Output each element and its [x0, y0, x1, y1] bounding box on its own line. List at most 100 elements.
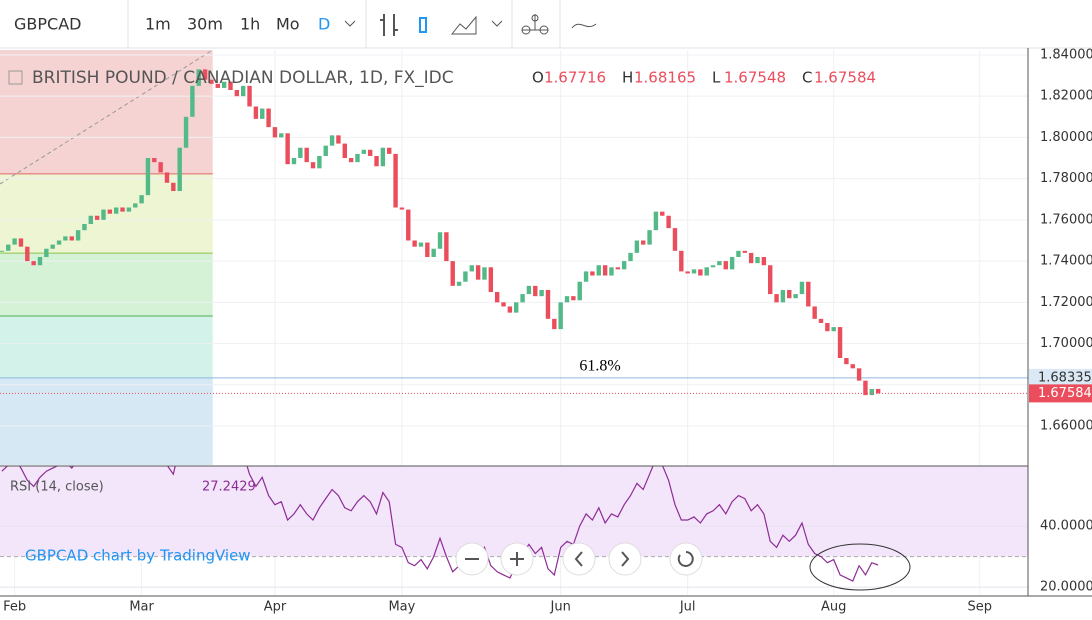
- dropdown[interactable]: [491, 20, 503, 27]
- icon-part: [521, 25, 531, 35]
- y-tick-label: 1.82000: [1040, 89, 1092, 104]
- rsi-label: RSI (14, close): [10, 480, 104, 495]
- candle: [323, 145, 328, 156]
- interval[interactable]: Mo: [276, 15, 300, 34]
- candle: [253, 106, 259, 119]
- candle: [291, 158, 297, 165]
- candle: [367, 149, 373, 156]
- indicators-icon[interactable]: [522, 14, 548, 31]
- candle: [342, 143, 347, 159]
- candle: [799, 281, 805, 295]
- candle: [215, 83, 220, 88]
- candle: [63, 236, 68, 241]
- bars-icon[interactable]: [380, 14, 398, 36]
- candle: [621, 261, 627, 270]
- candle: [113, 207, 119, 214]
- main-pane: [0, 50, 1028, 465]
- rsi-pane: [0, 466, 1028, 588]
- candle: [266, 108, 271, 128]
- nav-buttons: [455, 542, 703, 576]
- candle: [482, 267, 487, 280]
- fib-zone: [0, 50, 213, 174]
- scroll-right[interactable]: [608, 542, 642, 576]
- candle: [717, 261, 722, 266]
- candle: [609, 267, 614, 276]
- fib-zone: [0, 173, 213, 254]
- candle: [666, 215, 671, 229]
- y-tick-label: 1.72000: [1040, 295, 1092, 310]
- candle: [831, 327, 836, 332]
- candle: [107, 209, 113, 214]
- candle: [679, 250, 684, 272]
- candle: [736, 250, 741, 257]
- fib-zone: [0, 377, 213, 465]
- candle: [774, 294, 779, 303]
- reset[interactable]: [669, 542, 703, 576]
- candle: [660, 211, 665, 216]
- scroll-left[interactable]: [562, 542, 596, 576]
- candle: [590, 271, 595, 276]
- ohlc-key: O: [532, 69, 544, 87]
- candles-icon[interactable]: [419, 17, 427, 33]
- candle: [31, 261, 36, 266]
- interval[interactable]: 30m: [187, 15, 223, 34]
- interval-active[interactable]: D: [318, 15, 330, 34]
- ohlc-value: 1.67548: [724, 69, 786, 87]
- candle: [177, 147, 182, 192]
- rsi-value: 27.2429: [202, 480, 256, 495]
- candle: [583, 271, 589, 282]
- candle: [56, 240, 62, 245]
- candle: [18, 238, 24, 247]
- candle: [533, 285, 538, 297]
- ohlc-key: L: [712, 69, 721, 87]
- rsi-line: [1, 466, 879, 582]
- candle: [869, 388, 874, 396]
- candle: [558, 302, 563, 330]
- area-icon[interactable]: [450, 15, 477, 35]
- candle: [355, 153, 360, 163]
- candle: [837, 327, 843, 359]
- candle: [787, 289, 792, 299]
- candle: [691, 269, 697, 274]
- y-tick-label: 1.80000: [1040, 130, 1092, 145]
- candle: [183, 116, 189, 148]
- rsi-tick-label: 40.0000: [1040, 519, 1092, 534]
- x-tick-label: Mar: [129, 600, 154, 615]
- interval[interactable]: 1h: [240, 15, 260, 34]
- dropdown[interactable]: [344, 20, 356, 27]
- compare-icon[interactable]: [571, 23, 597, 29]
- y-tick-label: 1.70000: [1040, 336, 1092, 351]
- interval[interactable]: 1m: [145, 15, 171, 34]
- chart-title: BRITISH POUND / CANADIAN DOLLAR, 1D, FX_…: [32, 68, 454, 88]
- candle: [812, 306, 817, 319]
- symbol[interactable]: GBPCAD: [14, 15, 81, 34]
- candle: [469, 265, 474, 272]
- price-tag: [1029, 384, 1092, 403]
- candle: [545, 289, 551, 319]
- y-tick-label: 1.76000: [1040, 212, 1092, 227]
- ohlc-key: H: [622, 69, 633, 87]
- candle: [444, 232, 449, 262]
- candle: [818, 318, 824, 323]
- y-tick-label: 1.78000: [1040, 171, 1092, 186]
- candle: [850, 364, 855, 369]
- candle: [571, 296, 576, 301]
- candle: [279, 133, 284, 138]
- candle: [710, 265, 716, 268]
- candle: [520, 294, 525, 303]
- candle: [196, 69, 201, 86]
- candle: [304, 147, 309, 163]
- candle: [514, 302, 519, 313]
- candle: [44, 248, 49, 257]
- price-tag-label: 1.68335: [1038, 370, 1092, 385]
- candle: [723, 261, 728, 270]
- candle: [94, 215, 100, 220]
- y-tick-label: 1.84000: [1040, 47, 1092, 62]
- candle: [431, 248, 436, 257]
- candle: [844, 358, 849, 365]
- candle: [418, 242, 424, 247]
- candle: [120, 207, 125, 212]
- ohlc-value: 1.68165: [634, 69, 696, 87]
- price-tag-label: 1.67584: [1038, 386, 1092, 401]
